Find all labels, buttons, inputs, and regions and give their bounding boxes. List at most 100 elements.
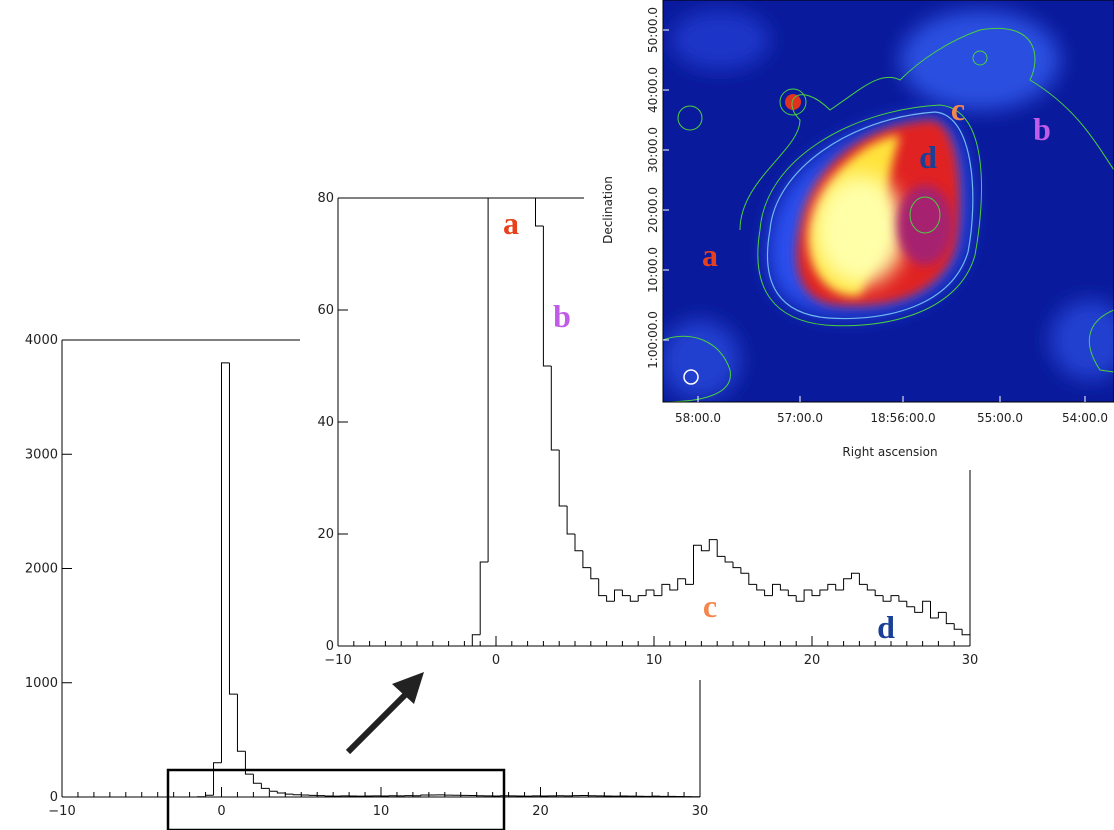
- x-tick-label: 30: [692, 804, 709, 819]
- y-tick-label: 20:00.0: [646, 187, 660, 233]
- x-tick-label: 54:00.0: [1062, 411, 1108, 425]
- annotation: d: [877, 609, 895, 645]
- y-tick-label: 3000: [25, 447, 58, 462]
- histogram-bin: [653, 590, 662, 597]
- histogram-bin: [268, 788, 278, 792]
- histogram-bin: [542, 226, 552, 367]
- annotation: a: [702, 237, 718, 273]
- x-tick-label: 10: [373, 804, 390, 819]
- y-tick-label: 30:00.0: [646, 127, 660, 173]
- histogram-bin: [471, 634, 481, 646]
- y-tick-label: 4000: [25, 333, 58, 348]
- histogram-bin: [550, 366, 560, 451]
- x-tick-label: 20: [532, 804, 549, 819]
- histogram-bin: [732, 562, 741, 569]
- histogram-bin: [811, 590, 820, 597]
- histogram-bin: [685, 578, 694, 585]
- x-tick-label: −10: [324, 653, 351, 668]
- annotation: a: [503, 205, 519, 241]
- histogram-bin: [535, 198, 544, 227]
- histogram-bin: [292, 794, 302, 796]
- histogram-bin: [205, 794, 214, 797]
- histogram-bin: [953, 623, 963, 630]
- histogram-bin: [213, 762, 222, 796]
- histogram-bin: [898, 595, 907, 602]
- histogram-bin: [779, 584, 789, 591]
- histogram-bin: [669, 584, 678, 591]
- x-tick-label: 0: [217, 804, 225, 819]
- histogram-bin: [930, 601, 939, 619]
- histogram-bin: [945, 612, 955, 625]
- histogram-bin: [748, 573, 757, 585]
- histogram-bin: [614, 589, 623, 602]
- histogram-bin: [740, 567, 749, 574]
- histogram-bin: [260, 783, 270, 789]
- y-tick-label: 10:00.0: [646, 247, 660, 293]
- histogram-bin: [708, 539, 718, 551]
- histogram-bin: [700, 545, 710, 552]
- y-tick-label: 1:00:00.0: [646, 311, 660, 369]
- x-tick-label: 55:00.0: [977, 411, 1023, 425]
- histogram-bin: [566, 506, 575, 535]
- histogram-bin: [858, 573, 868, 585]
- histogram-bin: [236, 694, 246, 752]
- x-tick-label: 57:00.0: [777, 411, 823, 425]
- annotation: b: [1033, 111, 1051, 147]
- histogram-bin: [874, 590, 884, 597]
- y-tick-label: 60: [317, 303, 334, 318]
- y-tick-label: 80: [317, 191, 334, 206]
- y-tick-label: 40: [317, 415, 334, 430]
- histogram-bin: [787, 590, 797, 597]
- histogram-bin: [621, 590, 631, 597]
- annotation: d: [919, 139, 937, 175]
- histogram-bin: [244, 751, 254, 775]
- histogram-bin: [221, 362, 230, 763]
- histogram-bin: [922, 600, 931, 613]
- x-tick-label: 18:56:00.0: [870, 411, 935, 425]
- histogram-bin: [914, 606, 923, 613]
- y-axis-label: Declination: [601, 176, 615, 244]
- histogram-bin: [574, 534, 583, 552]
- histogram-bin: [724, 556, 733, 563]
- histogram-steps: [197, 362, 700, 797]
- sky-map: [663, 0, 1114, 402]
- y-tick-label: 0: [50, 790, 58, 805]
- histogram-bin: [598, 578, 607, 597]
- histogram-bin: [590, 567, 599, 580]
- histogram-bin: [629, 595, 639, 602]
- histogram-bin: [764, 590, 773, 597]
- y-tick-label: 20: [317, 527, 334, 542]
- histogram-bin: [420, 794, 429, 796]
- y-tick-label: 1000: [25, 676, 58, 691]
- histogram-bin: [276, 791, 286, 794]
- histogram-bin: [827, 583, 836, 590]
- zoom-arrow: [345, 672, 424, 755]
- histogram-bin: [851, 572, 860, 579]
- zoom-box: [166, 768, 506, 830]
- histogram-bin: [795, 595, 805, 602]
- histogram-bin: [582, 550, 591, 569]
- x-tick-label: 20: [804, 653, 821, 668]
- y-tick-label: 40:00.0: [646, 67, 660, 113]
- image-panel: 58:00.0 57:00.0 18:56:00.0 55:00.0 54:00.0 50…: [601, 0, 1114, 459]
- histogram-bin: [803, 589, 812, 602]
- histogram-steps: [471, 198, 970, 646]
- histogram-bin: [558, 450, 568, 507]
- histogram-bin: [693, 544, 702, 585]
- histogram-bin: [677, 578, 686, 590]
- histogram-bin: [606, 595, 615, 602]
- x-axis-label: Right ascension: [842, 445, 937, 459]
- annotation: c: [703, 588, 717, 624]
- histogram-bin: [843, 578, 852, 590]
- y-tick-label: 0: [326, 639, 334, 654]
- y-tick-label: 2000: [25, 562, 58, 577]
- x-tick-label: 30: [962, 653, 979, 668]
- histogram-bin: [866, 584, 876, 591]
- histogram-bin: [228, 362, 238, 695]
- histogram-bin: [284, 793, 294, 795]
- histogram-bin: [835, 584, 844, 591]
- histogram-bin: [906, 601, 915, 608]
- histogram-bin: [661, 583, 670, 596]
